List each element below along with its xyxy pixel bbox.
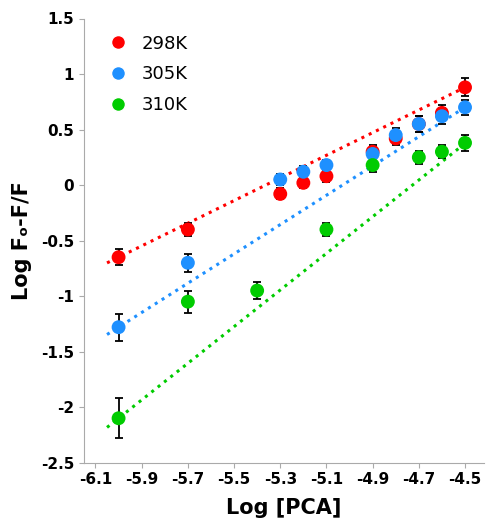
Point [115,414,123,423]
Point [369,161,376,169]
Point [300,167,308,176]
Point [322,225,330,234]
Point [369,148,376,156]
Point [115,253,123,261]
Point [115,323,123,331]
Point [276,190,284,198]
Point [461,139,469,147]
Legend: 298K, 305K, 310K: 298K, 305K, 310K [93,28,195,121]
Point [276,175,284,184]
Point [322,172,330,181]
Point [438,112,446,121]
X-axis label: Log [PCA]: Log [PCA] [226,499,341,518]
Point [415,153,423,161]
Point [461,83,469,91]
Point [415,120,423,129]
Point [392,131,400,139]
Y-axis label: Log Fₒ-F/F: Log Fₒ-F/F [12,181,33,300]
Point [415,120,423,129]
Point [184,259,192,267]
Point [322,161,330,169]
Point [392,134,400,143]
Point [253,286,261,295]
Point [438,109,446,117]
Point [461,103,469,112]
Point [369,150,376,158]
Point [184,225,192,234]
Point [438,148,446,156]
Point [184,297,192,306]
Point [300,178,308,187]
